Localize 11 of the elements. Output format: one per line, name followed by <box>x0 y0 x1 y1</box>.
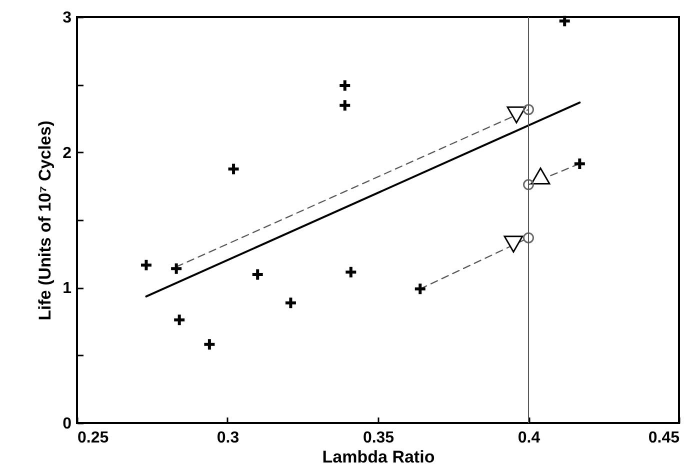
y-tick-label: 1 <box>62 280 72 298</box>
x-axis-title: Lambda Ratio <box>322 448 435 466</box>
y-tick-label: 3 <box>62 10 72 26</box>
x-tick-label: 0.3 <box>216 430 240 446</box>
y-axis-title: Life (Units of 10⁷ Cycles) <box>36 120 55 320</box>
x-tick-label: 0.25 <box>78 430 109 446</box>
y-tick-label: 2 <box>62 144 72 162</box>
y-tick-label: 0 <box>62 416 72 432</box>
x-tick-label: 0.35 <box>362 430 394 446</box>
x-tick-label: 0.4 <box>518 430 540 446</box>
x-tick-label: 0.45 <box>648 430 680 446</box>
